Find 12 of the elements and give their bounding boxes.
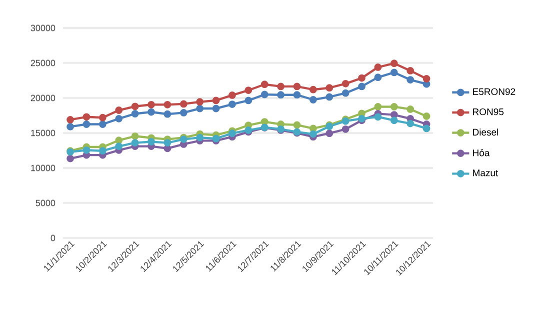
y-tick-label: 5000 [36,200,56,206]
legend-label: RON95 [473,108,504,116]
y-tick-label: 20000 [30,94,56,102]
y-tick-label: 10000 [31,164,56,172]
y-tick-label: 0 [50,234,56,242]
y-tick-label: 15000 [31,130,56,136]
y-tick-label: 25000 [30,60,56,66]
legend-label: E5RON92 [473,88,516,96]
legend-label: Hỏa [473,148,490,156]
legend-label: Diesel [473,128,498,136]
y-tick-label: 30000 [30,24,56,32]
legend-label: Mazut [473,170,498,176]
